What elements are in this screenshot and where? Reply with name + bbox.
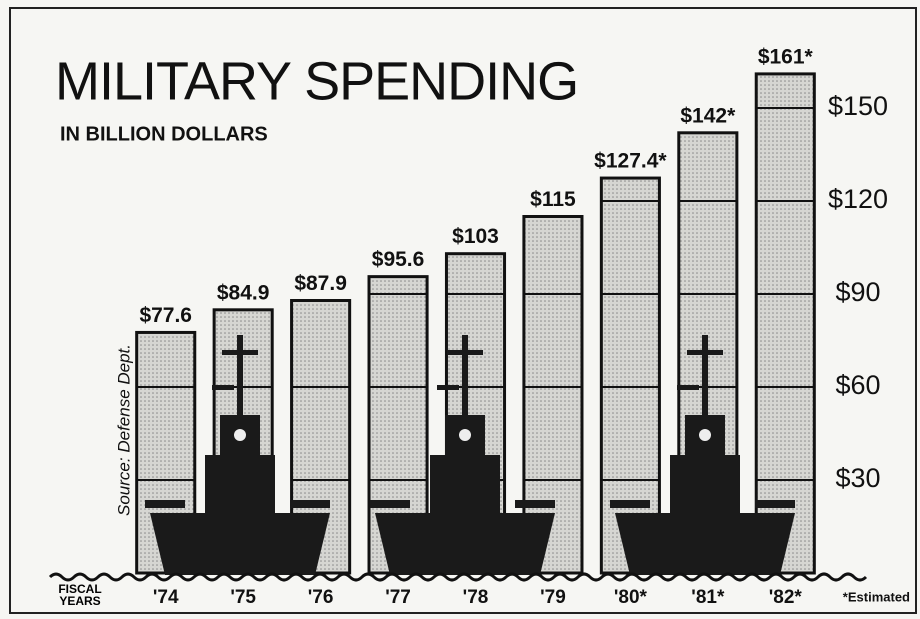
- bar: [756, 74, 814, 573]
- x-tick-label: '81*: [691, 587, 725, 608]
- x-axis-label: FISCAL YEARS: [55, 583, 105, 607]
- y-tick-label: $60: [835, 370, 880, 400]
- x-axis-label-box: FISCAL YEARS: [55, 583, 125, 613]
- x-tick-label: '78: [463, 587, 489, 608]
- x-tick-label: '80*: [614, 587, 648, 608]
- value-label: $87.9: [294, 272, 347, 295]
- page: MILITARY SPENDING IN BILLION DOLLARS Sou…: [0, 0, 920, 619]
- value-label: $127.4*: [594, 150, 667, 173]
- value-label: $77.6: [139, 304, 192, 327]
- x-tick-label: '82*: [769, 587, 803, 608]
- x-tick-label: '74: [153, 587, 179, 608]
- value-label: $84.9: [217, 281, 270, 304]
- y-tick-label: $30: [835, 463, 880, 493]
- y-tick-label: $90: [835, 277, 880, 307]
- source: Source: Defense Dept.: [114, 344, 133, 516]
- value-label: $115: [530, 188, 576, 211]
- note: *Estimated: [843, 589, 910, 604]
- value-label: $142*: [680, 104, 736, 127]
- value-label: $161*: [758, 45, 814, 68]
- chart-title: MILITARY SPENDING: [55, 51, 578, 111]
- x-tick-label: '77: [385, 587, 411, 608]
- value-label: $103: [452, 225, 499, 248]
- x-tick-label: '76: [308, 587, 334, 608]
- chart-subtitle: IN BILLION DOLLARS: [60, 123, 268, 145]
- chart: MILITARY SPENDING IN BILLION DOLLARS Sou…: [0, 0, 920, 619]
- y-tick-label: $120: [828, 184, 888, 214]
- y-tick-label: $150: [828, 91, 888, 121]
- value-label: $95.6: [372, 248, 425, 271]
- x-tick-label: '79: [540, 587, 566, 608]
- x-tick-label: '75: [230, 587, 256, 608]
